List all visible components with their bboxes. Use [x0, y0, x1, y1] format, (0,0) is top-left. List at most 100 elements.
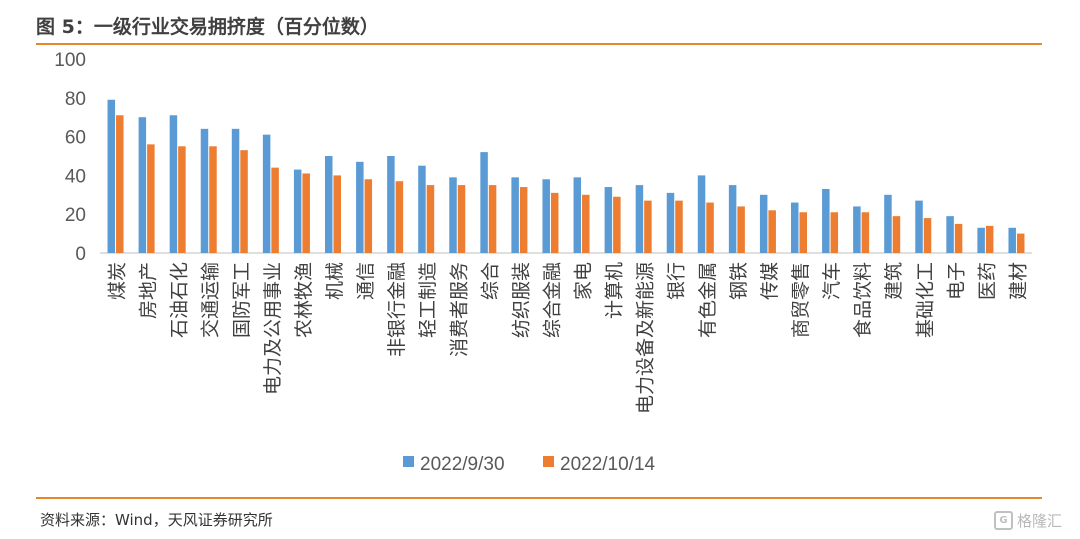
category-label: 国防军工: [231, 262, 253, 338]
category-label: 综合: [479, 262, 501, 300]
bar-series1: [604, 187, 613, 253]
y-axis: 0 20 40 60 80 100: [54, 50, 86, 265]
bar-series2: [457, 185, 466, 253]
bar-series1: [728, 185, 737, 253]
bar-series1: [791, 202, 799, 253]
bar-series2: [675, 200, 683, 253]
bar-series1: [822, 188, 830, 253]
title-divider: [36, 43, 1042, 45]
category-label: 机械: [324, 262, 346, 300]
bar-series2: [954, 223, 963, 253]
y-tick-label: 0: [75, 244, 86, 265]
category-label: 食品饮料: [852, 262, 874, 338]
bar-series1: [418, 165, 426, 253]
category-label: 建材: [1007, 262, 1029, 300]
bar-series2: [582, 194, 590, 253]
category-label: 家电: [573, 262, 595, 300]
category-label: 商贸零售: [790, 262, 812, 338]
bar-series2: [1016, 233, 1025, 253]
bar-series2: [178, 146, 186, 253]
watermark: G 格隆汇: [993, 510, 1062, 531]
bar-series2: [644, 200, 652, 253]
legend-swatch: [403, 456, 414, 467]
y-tick-label: 40: [65, 166, 86, 187]
bar-series1: [325, 156, 333, 253]
category-label: 通信: [355, 262, 377, 300]
category-label: 传媒: [759, 262, 781, 300]
bar-series1: [107, 99, 116, 254]
bar-series2: [861, 212, 870, 253]
category-label: 综合金融: [541, 262, 563, 338]
category-label: 电力设备及新能源: [635, 262, 657, 414]
bar-series2: [799, 212, 807, 253]
legend: 2022/9/30 2022/10/14: [403, 454, 656, 475]
category-label: 消费者服务: [448, 262, 470, 357]
bar-series2: [706, 202, 714, 253]
bar-series2: [737, 206, 745, 253]
bar-series1: [293, 169, 302, 253]
category-label: 钢铁: [728, 262, 750, 300]
bar-series1: [511, 177, 519, 253]
figure-title: 图 5：一级行业交易拥挤度（百分位数）: [36, 16, 379, 38]
bar-series1: [449, 177, 457, 253]
source-note: 资料来源：Wind，天风证券研究所: [40, 511, 273, 529]
category-label: 煤炭: [107, 262, 129, 300]
bar-series2: [426, 185, 435, 253]
bar-series1: [946, 216, 954, 253]
bar-series2: [302, 173, 310, 253]
bar-series2: [830, 212, 839, 253]
footer-divider: [36, 497, 1042, 499]
bar-series2: [240, 150, 248, 253]
bar-series2: [333, 175, 341, 253]
bar-series1: [231, 128, 240, 253]
watermark-text: 格隆汇: [1016, 512, 1062, 530]
category-label: 建筑: [883, 262, 905, 300]
category-label: 石油石化: [169, 262, 191, 338]
g-logo-icon: G: [993, 511, 1013, 530]
bar-series1: [884, 194, 892, 253]
legend-label: 2022/10/14: [560, 454, 656, 475]
bar-series2: [892, 216, 901, 253]
bar-series2: [768, 210, 776, 253]
legend-label: 2022/9/30: [420, 454, 505, 475]
category-label: 非银行金融: [386, 262, 408, 357]
bars-group: [107, 99, 1025, 254]
bar-series2: [395, 181, 404, 253]
bar-chart: 0 20 40 60 80 100 煤炭 房地产 石油石化 交通运输 国防军工 电力及公用事业 农林牧…: [54, 50, 1032, 475]
bar-series1: [480, 152, 488, 253]
category-label: 基础化工: [914, 262, 936, 338]
bar-series1: [387, 156, 395, 253]
bar-series2: [519, 187, 528, 253]
bar-series1: [169, 115, 178, 253]
bar-series1: [697, 175, 706, 253]
category-label: 银行: [666, 262, 688, 300]
category-label: 医药: [976, 262, 998, 300]
bar-series1: [356, 161, 364, 253]
bar-series1: [1008, 227, 1016, 253]
bar-series1: [635, 185, 644, 253]
category-label: 计算机: [604, 262, 626, 319]
bar-series2: [488, 185, 497, 253]
y-tick-label: 100: [54, 50, 86, 71]
bar-series1: [666, 192, 675, 253]
y-tick-label: 80: [65, 89, 86, 110]
category-label: 交通运输: [200, 262, 222, 338]
category-label: 农林牧渔: [293, 262, 315, 338]
category-label: 轻工制造: [417, 262, 439, 338]
bar-series1: [853, 206, 861, 253]
category-label: 纺织服装: [510, 262, 532, 338]
bar-series2: [364, 179, 373, 253]
y-tick-label: 60: [65, 128, 86, 149]
category-label: 有色金属: [697, 262, 719, 338]
bar-series1: [573, 177, 582, 253]
bar-series2: [147, 144, 155, 253]
bar-series2: [271, 167, 279, 253]
y-tick-label: 20: [65, 205, 86, 226]
bar-series2: [550, 192, 559, 253]
category-label: 电力及公用事业: [262, 262, 284, 395]
bar-series1: [977, 227, 985, 253]
bar-series2: [209, 146, 217, 253]
category-label: 电子: [945, 262, 967, 300]
bar-series1: [915, 200, 923, 253]
bar-series2: [923, 218, 932, 253]
